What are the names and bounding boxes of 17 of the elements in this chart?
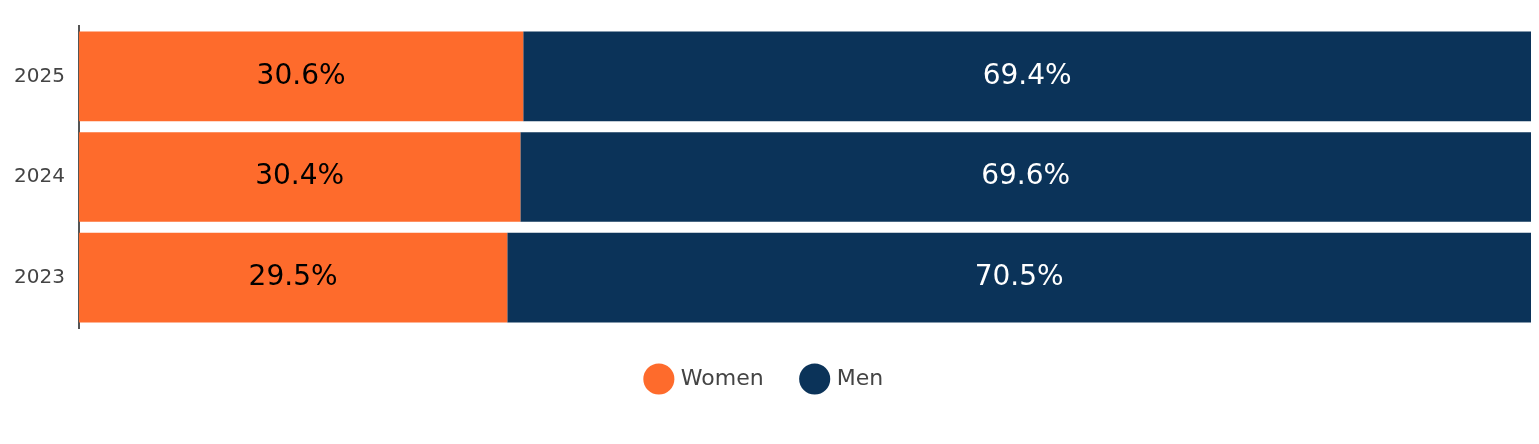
data-label: 30.4%	[255, 158, 345, 192]
data-label: 70.5%	[974, 258, 1064, 292]
bar	[520, 132, 1531, 222]
data-label: 29.5%	[248, 258, 338, 292]
data-label: 69.4%	[982, 57, 1072, 91]
y-tick-label: 2023	[13, 263, 65, 288]
bar	[78, 232, 508, 323]
bar	[78, 31, 524, 122]
data-label: 69.6%	[981, 158, 1071, 192]
legend-label: Men	[836, 364, 884, 390]
y-tick-label: 2024	[13, 163, 65, 188]
bar	[523, 31, 1531, 122]
bar	[78, 132, 521, 222]
data-label: 30.6%	[256, 57, 346, 91]
y-tick-label: 2025	[13, 62, 65, 87]
legend-label: Women	[680, 364, 764, 390]
bar	[507, 232, 1531, 323]
